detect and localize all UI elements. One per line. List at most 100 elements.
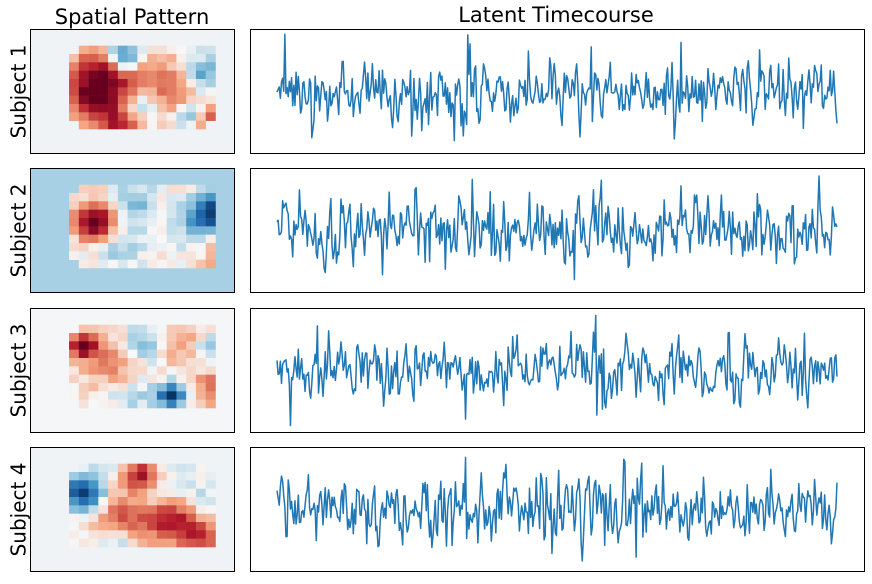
- heatmap-cell: [176, 497, 187, 506]
- heatmap-cell: [108, 324, 119, 334]
- heatmap-cell: [186, 62, 197, 71]
- heatmap-cell: [147, 463, 158, 473]
- heatmap-cell: [186, 488, 197, 498]
- heatmap-cell: [195, 399, 207, 409]
- heatmap-cell: [69, 538, 80, 548]
- heatmap-cell: [195, 513, 207, 523]
- heatmap-cell: [108, 522, 119, 531]
- heatmap-cell: [69, 70, 80, 80]
- heatmap-cell: [127, 234, 138, 244]
- heatmap-cell: [69, 333, 80, 342]
- heatmap-cell: [166, 62, 177, 71]
- heatmap-cell: [176, 209, 187, 219]
- heatmap-cell: [195, 209, 207, 219]
- heatmap-cell: [147, 513, 158, 523]
- heatmap-cell: [88, 62, 99, 71]
- heatmap-cell: [195, 324, 207, 334]
- heatmap-cell: [98, 399, 109, 409]
- heatmap-cell: [166, 209, 177, 219]
- heatmap-cell: [166, 243, 177, 252]
- heatmap-cell: [147, 383, 158, 392]
- heatmap-cell: [176, 184, 187, 194]
- heatmap-cell: [166, 218, 177, 227]
- heatmap-cell: [195, 62, 207, 71]
- heatmap-cell: [127, 366, 138, 375]
- heatmap-cell: [88, 513, 99, 523]
- heatmap-cell: [108, 259, 119, 269]
- heatmap-cell: [205, 251, 216, 260]
- heatmap-cell: [108, 218, 119, 227]
- heatmap-cell: [156, 341, 167, 350]
- heatmap-cell: [147, 538, 158, 548]
- heatmap-cell: [176, 341, 187, 350]
- heatmap-cell: [78, 324, 89, 334]
- heatmap-cell: [127, 54, 138, 63]
- heatmap-cell: [88, 324, 99, 334]
- heatmap-cell: [69, 87, 80, 96]
- heatmap-cell: [127, 333, 138, 342]
- heatmap-cell: [117, 259, 128, 269]
- heatmap-cell: [156, 480, 167, 489]
- heatmap-cell: [156, 505, 167, 514]
- heatmap-cell: [137, 324, 148, 334]
- heatmap-cell: [117, 54, 128, 63]
- heatmap-cell: [117, 324, 128, 334]
- heatmap-cell: [127, 480, 138, 489]
- heatmap-cell: [98, 193, 109, 202]
- heatmap-cell: [98, 497, 109, 506]
- heatmap-frame: [30, 168, 235, 293]
- heatmap-cell: [69, 95, 80, 105]
- heatmap-cell: [127, 201, 138, 210]
- heatmap-cell: [147, 472, 158, 481]
- heatmap-cell: [117, 366, 128, 375]
- heatmap-cell: [195, 79, 207, 88]
- heatmap-cell: [78, 472, 89, 481]
- heatmap-cell: [127, 62, 138, 71]
- heatmap-cell: [137, 95, 148, 105]
- heatmap-cell: [117, 399, 128, 409]
- heatmap-cell: [176, 522, 187, 531]
- heatmap-cell: [88, 399, 99, 409]
- heatmap-cell: [108, 251, 119, 260]
- heatmap-cell: [195, 120, 207, 130]
- heatmap-cell: [98, 79, 109, 88]
- heatmap-frame: [30, 308, 235, 433]
- heatmap-cell: [186, 530, 197, 539]
- heatmap-cell: [156, 184, 167, 194]
- heatmap-cell: [205, 226, 216, 235]
- heatmap-cell: [176, 358, 187, 367]
- heatmap-cell: [147, 87, 158, 96]
- heatmap-cell: [186, 358, 197, 367]
- heatmap-cell: [88, 391, 99, 400]
- heatmap-cell: [88, 488, 99, 498]
- heatmap-cell: [176, 62, 187, 71]
- heatmap-cell: [137, 45, 148, 55]
- heatmap-cell: [195, 366, 207, 375]
- heatmap-cell: [186, 201, 197, 210]
- heatmap-cell: [176, 120, 187, 130]
- heatmap-cell: [127, 538, 138, 548]
- heatmap-cell: [88, 251, 99, 260]
- heatmap-cell: [98, 349, 109, 359]
- heatmap-cell: [69, 505, 80, 514]
- heatmap-cell: [69, 54, 80, 63]
- heatmap-cell: [78, 480, 89, 489]
- heatmap-cell: [127, 358, 138, 367]
- heatmap-cell: [78, 391, 89, 400]
- heatmap-cell: [186, 497, 197, 506]
- heatmap-cell: [88, 259, 99, 269]
- heatmap-cell: [156, 522, 167, 531]
- heatmap-cell: [186, 79, 197, 88]
- heatmap-cell: [78, 513, 89, 523]
- heatmap-cell: [195, 383, 207, 392]
- heatmap-cell: [156, 234, 167, 244]
- heatmap-cell: [166, 374, 177, 384]
- heatmap-cell: [156, 193, 167, 202]
- heatmap-cell: [108, 480, 119, 489]
- heatmap-cell: [108, 62, 119, 71]
- heatmap-cell: [127, 251, 138, 260]
- heatmap-cell: [108, 184, 119, 194]
- heatmap-cell: [117, 358, 128, 367]
- heatmap-cell: [108, 104, 119, 113]
- heatmap-cell: [117, 391, 128, 400]
